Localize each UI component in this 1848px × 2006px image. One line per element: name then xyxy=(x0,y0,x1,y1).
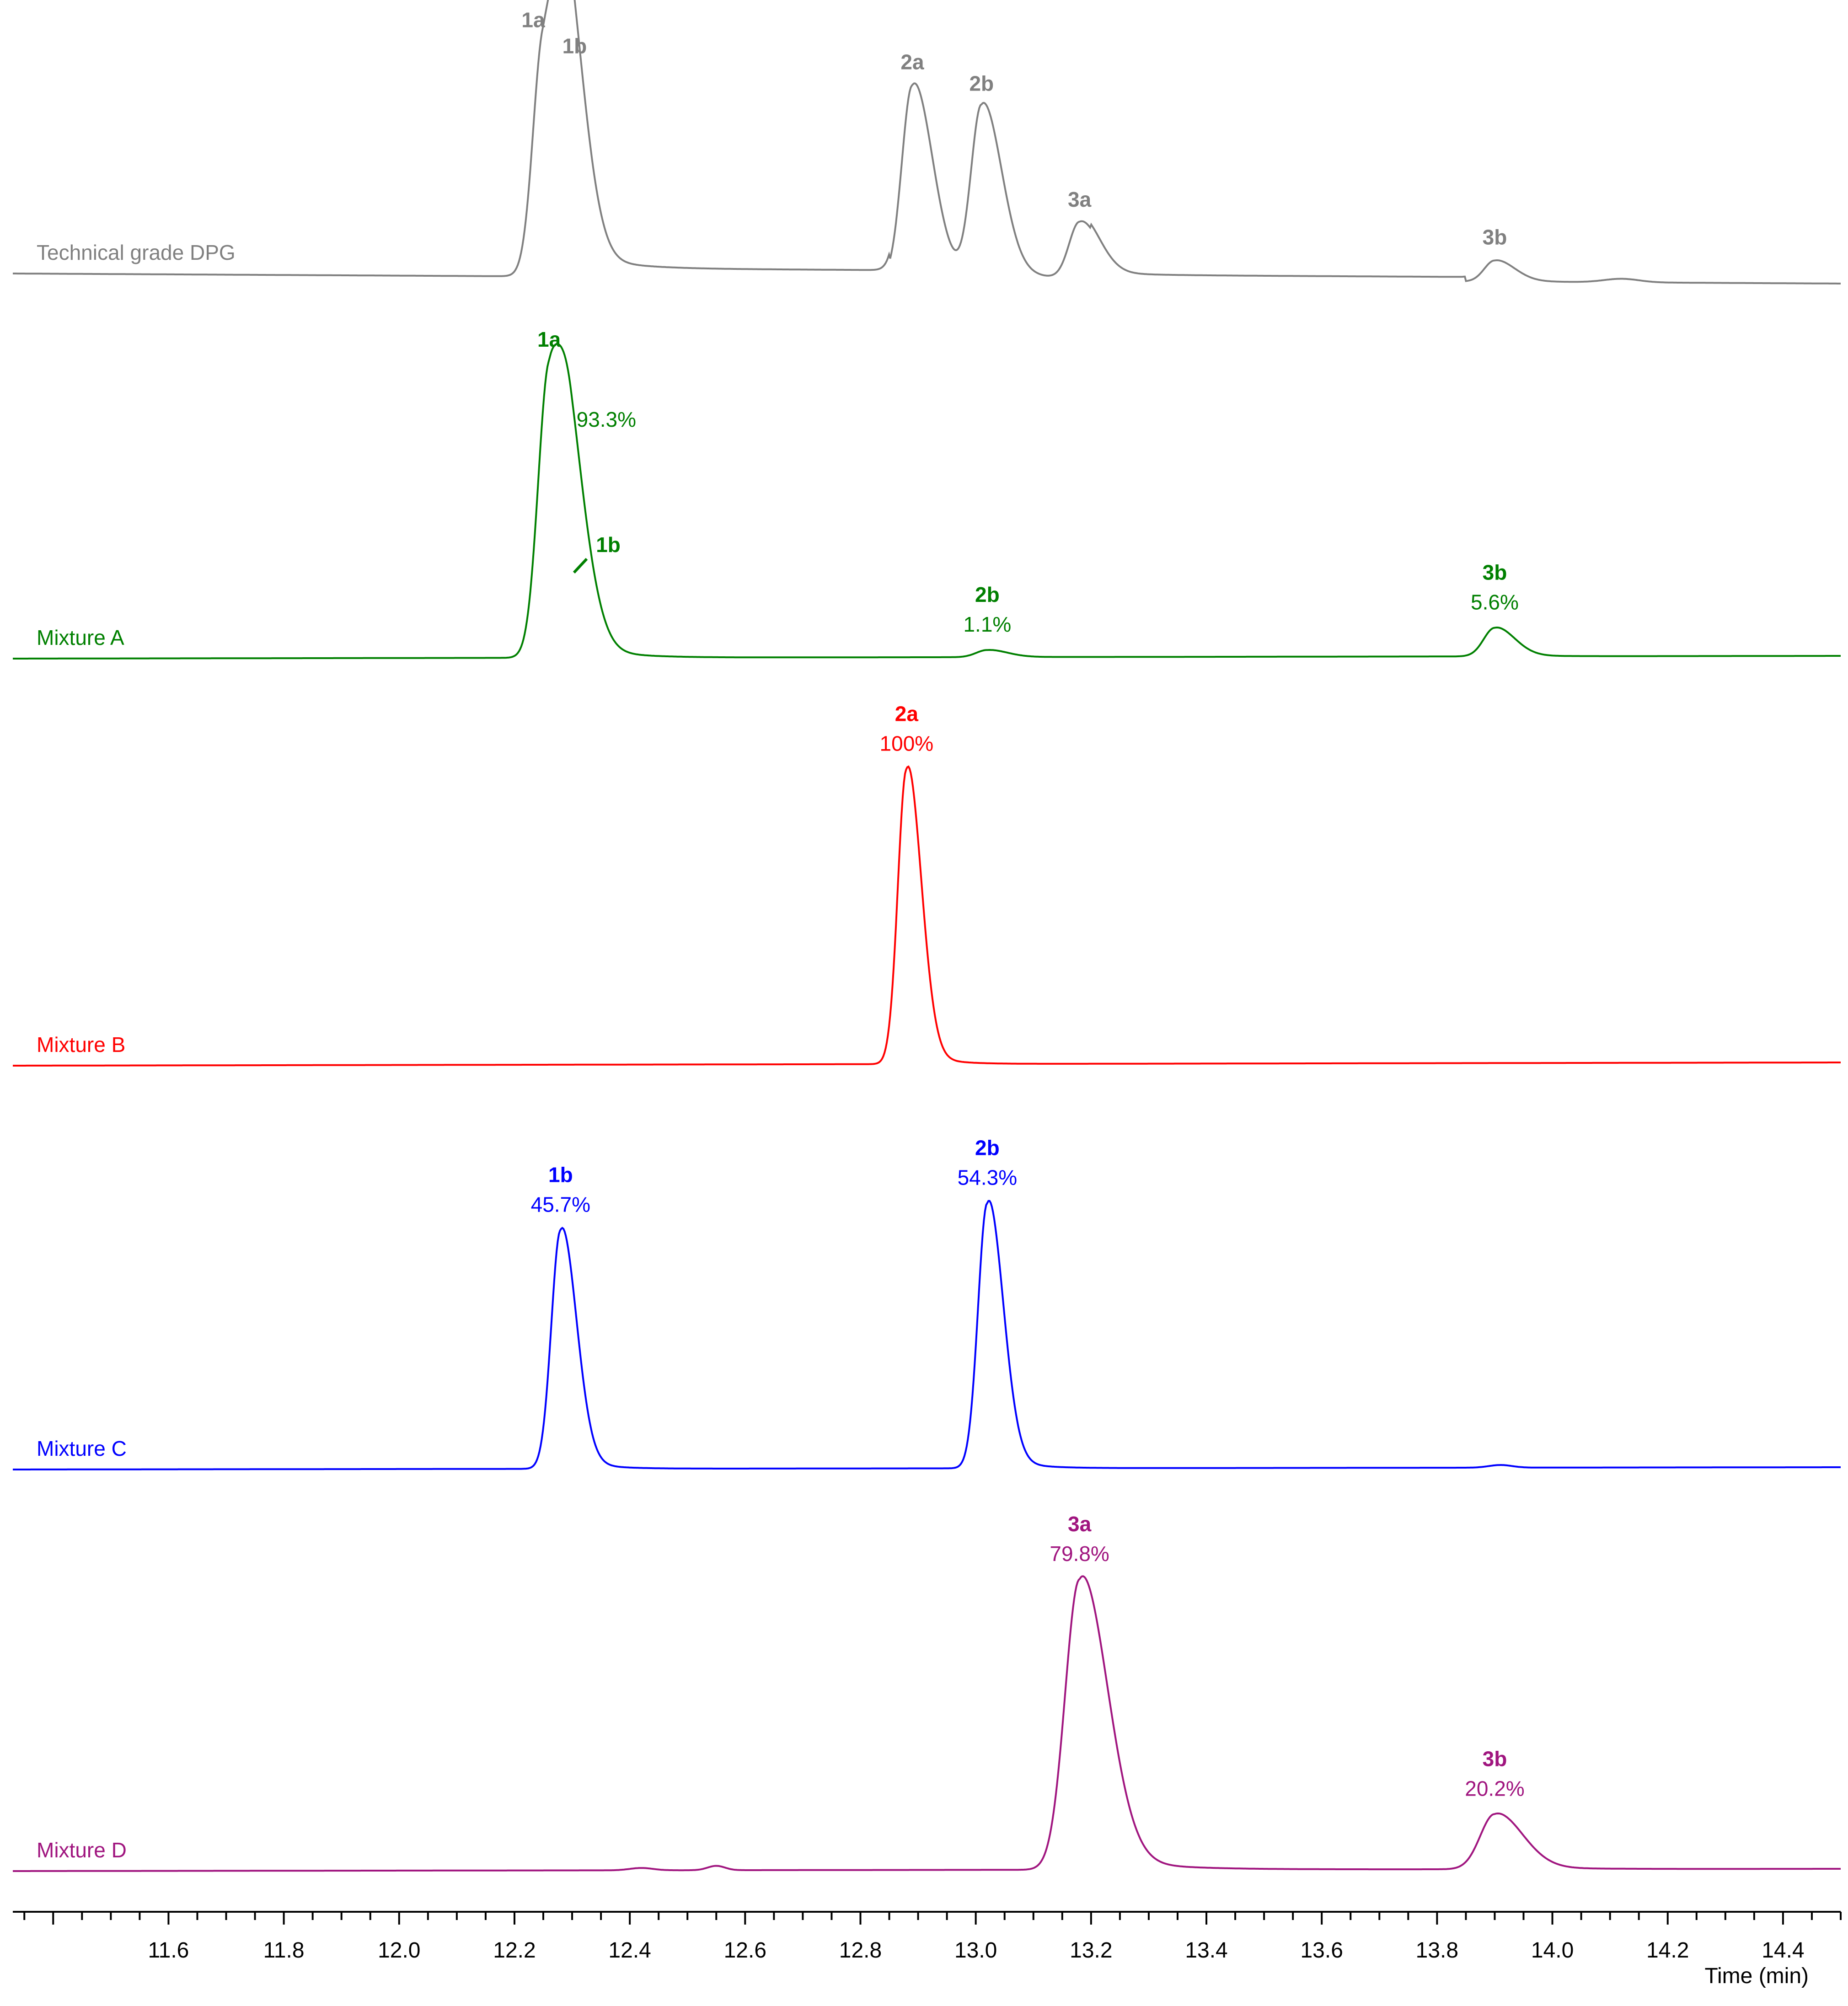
trace-2: Mixture A xyxy=(13,343,1841,660)
trace-5: Mixture D xyxy=(13,1575,1841,1872)
x-tick-label: 11.8 xyxy=(263,1938,305,1963)
x-tick-label: 12.0 xyxy=(378,1938,420,1963)
trace-name-label: Mixture C xyxy=(37,1437,127,1460)
x-tick-label: 13.8 xyxy=(1416,1938,1458,1963)
x-tick-label: 11.6 xyxy=(148,1938,189,1963)
trace-line-mixture-a xyxy=(13,343,1841,660)
x-axis-title: Time (min) xyxy=(1704,1964,1809,1988)
x-tick-label: 12.2 xyxy=(493,1938,536,1963)
x-tick-label: 12.8 xyxy=(839,1938,882,1963)
peak-label-2b: 2b xyxy=(975,583,1000,606)
trace-1: Technical grade DPG xyxy=(13,0,1841,284)
traces-layer: Technical grade DPG Mixture A Mixture B Mix… xyxy=(13,0,1841,1872)
peak-percent-2a: 100% xyxy=(880,732,934,756)
trace-line-technical-grade-dpg xyxy=(13,0,1841,284)
peak-labels-layer: 1a 1b 2a 2b 3a 3b 1a 93.3% 1b 2b 1.1% 3b 5.6% 2a 100% 1… xyxy=(521,8,1524,1801)
x-tick-label: 13.4 xyxy=(1185,1938,1227,1963)
trace-4: Mixture C xyxy=(13,1200,1841,1470)
trace-3: Mixture B xyxy=(13,765,1841,1067)
peak-label-2a: 2a xyxy=(895,702,919,726)
trace-line-mixture-d xyxy=(13,1575,1841,1872)
peak-label-1a: 1a xyxy=(521,8,545,32)
trace-name-label: Mixture D xyxy=(37,1838,127,1862)
peak-percent-3b: 20.2% xyxy=(1465,1776,1524,1800)
peak-leader-line xyxy=(573,558,588,574)
peak-label-1b: 1b xyxy=(596,533,621,557)
x-tick-label: 13.2 xyxy=(1070,1938,1112,1963)
peak-label-1b: 1b xyxy=(562,34,587,58)
trace-line-mixture-c xyxy=(13,1200,1841,1470)
peak-percent-3a: 79.8% xyxy=(1050,1542,1109,1566)
peak-label-3b: 3b xyxy=(1483,1747,1507,1770)
x-tick-label: 14.0 xyxy=(1531,1938,1574,1963)
peak-label-3b: 3b xyxy=(1483,561,1507,585)
peak-label-2b: 2b xyxy=(975,1136,1000,1159)
peak-percent-3b: 5.6% xyxy=(1471,590,1519,614)
peak-label-2b: 2b xyxy=(969,72,994,96)
trace-name-label: Mixture A xyxy=(37,626,124,649)
peak-label-1b: 1b xyxy=(548,1163,573,1187)
peak-label-2a: 2a xyxy=(900,50,924,74)
x-tick-label: 14.4 xyxy=(1762,1938,1804,1963)
peak-label-3a: 3a xyxy=(1068,1512,1092,1536)
x-axis: 11.6 11.8 12.0 12.2 12.4 12.6 12.8 13.0 13.2 13.4… xyxy=(13,1911,1842,1988)
x-axis-ticks: 11.6 11.8 12.0 12.2 12.4 12.6 12.8 13.0 13.2 13.4… xyxy=(23,1912,1842,1963)
x-tick-label: 14.2 xyxy=(1646,1938,1689,1963)
x-tick-label: 13.0 xyxy=(954,1938,997,1963)
peak-label-1a: 1a xyxy=(537,327,561,351)
peak-label-3a: 3a xyxy=(1068,188,1092,211)
peak-percent-2b: 1.1% xyxy=(963,612,1011,636)
trace-line-mixture-b xyxy=(13,765,1841,1067)
x-tick-label: 12.4 xyxy=(608,1938,651,1963)
x-tick-label: 12.6 xyxy=(724,1938,766,1963)
peak-percent-1b: 45.7% xyxy=(531,1193,590,1217)
trace-name-label: Technical grade DPG xyxy=(37,241,236,264)
trace-name-label: Mixture B xyxy=(37,1033,125,1057)
peak-label-3b: 3b xyxy=(1483,225,1507,249)
peak-percent-1a: 93.3% xyxy=(577,408,636,431)
peak-percent-2b: 54.3% xyxy=(958,1165,1017,1189)
x-tick-label: 13.6 xyxy=(1300,1938,1343,1963)
